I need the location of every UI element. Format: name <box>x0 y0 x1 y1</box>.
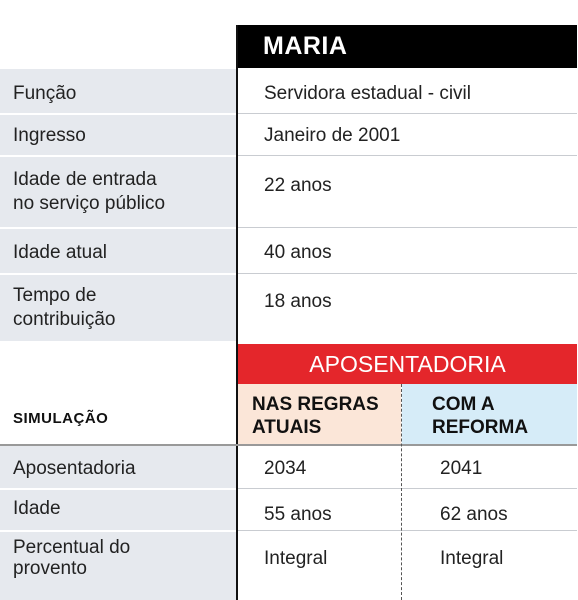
row-separator <box>238 273 577 274</box>
row-separator <box>238 227 577 228</box>
profile-row-idade-atual: Idade atual 40 anos <box>0 229 578 273</box>
row-separator <box>238 530 577 531</box>
row-separator <box>0 227 236 229</box>
row-value: 22 anos <box>264 175 332 196</box>
row-label: Aposentadoria <box>13 458 136 479</box>
reform-value: 2041 <box>440 458 483 479</box>
person-name: MARIA <box>263 32 348 60</box>
profile-row-idade-entrada: Idade de entrada no serviço público 22 a… <box>0 157 578 227</box>
simulation-row-idade: Idade 55 anos 62 anos <box>0 490 578 530</box>
row-label: Função <box>13 83 77 104</box>
simulation-label-column <box>0 446 236 600</box>
reform-value: Integral <box>440 548 504 569</box>
simulation-label: SIMULAÇÃO <box>13 410 109 427</box>
row-label: Tempo de contribuição <box>13 285 116 330</box>
current-value: 55 anos <box>264 504 332 525</box>
row-separator <box>238 113 577 114</box>
column-dashed-divider <box>401 384 402 600</box>
row-label: Idade de entrada no serviço público <box>13 169 166 214</box>
row-separator <box>238 488 577 489</box>
current-value: 2034 <box>264 458 307 479</box>
row-label: Percentual do provento <box>13 537 131 579</box>
row-separator <box>0 273 236 275</box>
profile-row-tempo-contribuicao: Tempo de contribuição 18 anos <box>0 275 578 341</box>
row-value: 40 anos <box>264 242 332 263</box>
row-value: Servidora estadual - civil <box>264 83 471 104</box>
row-value: Janeiro de 2001 <box>264 125 401 146</box>
row-separator <box>0 444 577 446</box>
profile-row-funcao: Função Servidora estadual - civil <box>0 69 578 113</box>
simulation-row-aposentadoria: Aposentadoria 2034 2041 <box>0 446 578 488</box>
row-separator <box>0 530 236 532</box>
column-divider <box>236 25 238 600</box>
reform-rules-header: COM A REFORMA <box>402 384 577 444</box>
profile-row-ingresso: Ingresso Janeiro de 2001 <box>0 115 578 155</box>
row-separator <box>0 488 236 490</box>
row-separator <box>0 155 236 157</box>
row-separator <box>238 155 577 156</box>
row-label: Idade atual <box>13 242 108 263</box>
retirement-header: APOSENTADORIA <box>238 344 577 384</box>
retirement-header-label: APOSENTADORIA <box>309 350 506 377</box>
row-label: Idade <box>13 498 61 519</box>
row-label: Ingresso <box>13 125 86 146</box>
reform-value: 62 anos <box>440 504 508 525</box>
simulation-row-percentual: Percentual do provento Integral Integral <box>0 532 578 600</box>
row-value: 18 anos <box>264 291 332 312</box>
current-rules-header: NAS REGRAS ATUAIS <box>238 384 401 444</box>
row-separator <box>0 113 236 115</box>
person-name-header: MARIA <box>237 25 577 68</box>
current-value: Integral <box>264 548 328 569</box>
